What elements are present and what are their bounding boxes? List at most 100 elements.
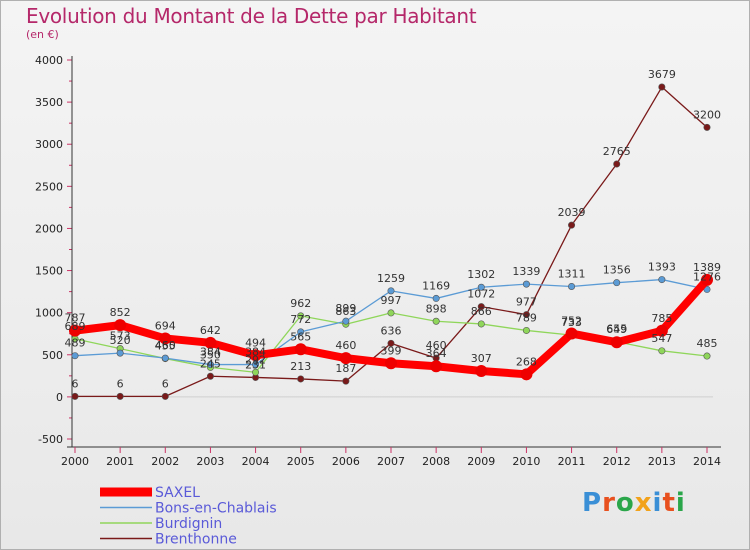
- data-label: 460: [335, 339, 356, 352]
- logo-letter: x: [634, 488, 653, 518]
- data-label: 6: [72, 377, 79, 390]
- data-label: 547: [651, 332, 672, 345]
- data-label: 350: [200, 348, 221, 361]
- data-point: [206, 361, 214, 369]
- data-label: 962: [290, 297, 311, 310]
- data-point: [116, 349, 124, 357]
- data-label: 1311: [558, 267, 586, 280]
- logo-letter: i: [675, 488, 686, 518]
- data-point: [71, 352, 79, 360]
- data-label: 573: [110, 330, 131, 343]
- data-point: [387, 339, 395, 347]
- data-label: 460: [155, 339, 176, 352]
- x-tick-label: 2010: [512, 455, 540, 468]
- legend-label: SAXEL: [155, 485, 200, 501]
- data-point: [477, 303, 485, 311]
- x-tick-label: 2004: [242, 455, 270, 468]
- data-point: [430, 360, 443, 373]
- proxiti-logo: Proxiti: [582, 488, 686, 518]
- data-point: [249, 349, 262, 362]
- data-point: [206, 372, 214, 380]
- data-point: [658, 83, 666, 91]
- x-tick-label: 2000: [61, 455, 89, 468]
- data-point: [297, 328, 305, 336]
- data-label: 642: [200, 324, 221, 337]
- data-point: [114, 319, 127, 332]
- data-label: 649: [606, 323, 627, 336]
- data-label: 494: [245, 336, 266, 349]
- data-point: [522, 280, 530, 288]
- logo-letter: P: [582, 488, 603, 518]
- data-label: 689: [65, 320, 86, 333]
- x-tick-label: 2002: [151, 455, 179, 468]
- data-point: [568, 221, 576, 229]
- data-label: 245: [200, 357, 221, 370]
- data-label: 785: [651, 312, 672, 325]
- data-point: [252, 368, 260, 376]
- data-point: [252, 361, 260, 369]
- data-label: 6: [117, 377, 124, 390]
- data-label: 187: [335, 362, 356, 375]
- data-label: 1356: [603, 264, 631, 277]
- data-label: 1302: [467, 268, 495, 281]
- data-label: 364: [426, 347, 447, 360]
- logo-letter: o: [615, 488, 635, 518]
- data-point: [339, 352, 352, 365]
- logo-letter: i: [652, 488, 663, 518]
- data-label: 787: [65, 312, 86, 325]
- data-label: 866: [471, 305, 492, 318]
- data-point: [703, 123, 711, 131]
- data-label: 752: [561, 315, 582, 328]
- data-point: [565, 327, 578, 340]
- data-point: [655, 324, 668, 337]
- data-label: 1259: [377, 272, 405, 285]
- data-point: [297, 312, 305, 320]
- x-tick-label: 2007: [377, 455, 405, 468]
- data-point: [387, 287, 395, 295]
- data-label: 268: [516, 355, 537, 368]
- data-point: [610, 336, 623, 349]
- data-label: 977: [516, 296, 537, 309]
- y-tick-label: 2500: [35, 180, 63, 193]
- data-label: 1072: [467, 288, 495, 301]
- data-point: [161, 392, 169, 400]
- y-tick-label: 4000: [35, 54, 63, 67]
- data-label: 1393: [648, 261, 676, 274]
- x-tick-label: 2003: [196, 455, 224, 468]
- data-point: [294, 343, 307, 356]
- data-label: 852: [110, 306, 131, 319]
- legend-label: Bons-en-Chablais: [155, 501, 277, 517]
- data-label: 565: [290, 330, 311, 343]
- y-tick-label: 3500: [35, 96, 63, 109]
- x-tick-label: 2005: [287, 455, 315, 468]
- data-point: [71, 392, 79, 400]
- x-tick-label: 2006: [332, 455, 360, 468]
- data-label: 1389: [693, 261, 721, 274]
- data-label: 489: [65, 337, 86, 350]
- data-label: 2765: [603, 145, 631, 158]
- data-label: 520: [110, 334, 131, 347]
- axes: -500 0 500 1000 1500 2000 2500 3000 3500 4000 2000…: [35, 54, 721, 468]
- data-label: 292: [245, 353, 266, 366]
- data-label: 485: [697, 337, 718, 350]
- data-point: [613, 279, 621, 287]
- data-label: 384: [245, 346, 266, 359]
- data-label: 898: [426, 302, 447, 315]
- data-label: 231: [245, 358, 266, 371]
- data-label: 2039: [558, 206, 586, 219]
- data-label: 460: [426, 339, 447, 352]
- data-label: 1339: [512, 265, 540, 278]
- y-tick-label: -500: [38, 433, 63, 446]
- x-tick-label: 2014: [693, 455, 721, 468]
- data-point: [522, 326, 530, 334]
- data-point: [342, 317, 350, 325]
- y-tick-label: 500: [42, 349, 63, 362]
- data-label: 307: [471, 352, 492, 365]
- data-point: [159, 332, 172, 345]
- legend-label: Burdignin: [155, 516, 222, 532]
- y-tick-label: 0: [56, 391, 63, 404]
- chart-title: Evolution du Montant de la Dette par Hab…: [26, 4, 477, 28]
- data-point: [387, 309, 395, 317]
